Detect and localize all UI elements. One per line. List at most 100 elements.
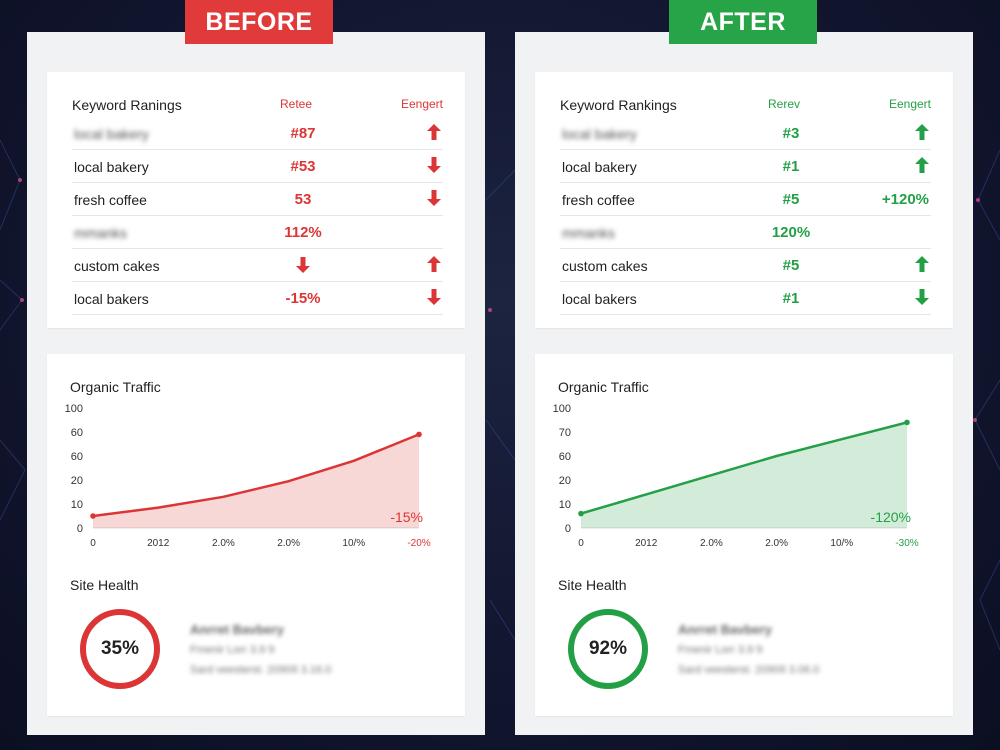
y-tick-label: 0 [565,523,571,535]
down-arrow-icon [915,289,929,305]
x-tick-label: 2.0% [765,538,788,549]
y-tick-label: 10 [71,499,83,511]
keyword-cell: local bakery [562,159,637,175]
down-arrow-icon [427,289,441,305]
site-health-value: 92% [588,638,628,659]
keyword-cell: custom cakes [562,258,648,274]
blurred-line: Fmenir Lorr 3.9 9 [190,644,275,656]
data-point [904,419,910,426]
table-row: fresh coffee #5 +120% [560,183,931,216]
x-tick-label: -30% [895,538,918,549]
change-cell [915,256,929,272]
keyword-cell: local bakers [562,291,637,307]
before-banner: BEFORE [185,0,333,44]
keyword-rankings-card: Keyword Rankings Rerev Eengert local bak… [535,72,953,328]
change-cell [915,157,929,173]
table-row: local bakers -15% [72,282,443,315]
gauge-ring [80,609,160,689]
change-cell [427,124,441,140]
after-banner: AFTER [669,0,817,44]
blurred-business-info: Anrret Bavbery Fmenir Lorr 3.9 9 Sard ve… [190,620,331,680]
up-arrow-icon [427,124,441,140]
blurred-business-info: Anrret Bavbery Fmenir Lorr 3.9 9 Sard ve… [678,620,819,680]
rank-cell: 120% [771,224,811,241]
x-tick-label: 2.0% [700,538,723,549]
change-cell [915,124,929,140]
x-tick-label: 10/% [342,538,365,549]
y-tick-label: 60 [71,451,83,463]
rank-cell: 53 [294,191,312,208]
x-tick-label: 2.0% [277,538,300,549]
change-cell [915,289,929,305]
traffic-line [92,433,420,518]
keyword-cell: fresh coffee [74,192,147,208]
x-tick-label: 0 [578,538,584,549]
up-arrow-icon [915,256,929,272]
y-tick-label: 60 [71,427,83,439]
keyword-rankings-card: Keyword Ranings Retee Eengert local bake… [47,72,465,328]
site-health-value: 35% [100,638,140,659]
keyword-cell: local bakery [74,126,149,142]
up-arrow-icon [427,256,441,272]
keyword-table-header: Keyword Rankings Rerev Eengert [560,97,931,115]
keyword-table-title: Keyword Ranings [72,97,182,113]
change-cell [427,256,441,272]
y-tick-label: 100 [65,403,83,415]
traffic-area [93,434,419,528]
table-row: mmanks 112% [72,216,443,249]
keyword-cell: local bakers [74,291,149,307]
keyword-rows: local bakery #87 local bakery #53 fresh coff… [72,117,443,315]
site-health-gauge [80,609,160,689]
site-health-gauge [568,609,648,689]
table-row: local bakery #53 [72,150,443,183]
y-tick-label: 100 [553,403,571,415]
x-tick-label: 0 [90,538,96,549]
rank-cell: #5 [782,257,800,274]
data-point [416,431,422,438]
x-tick-label: -20% [407,538,430,549]
table-row: local bakery #1 [560,150,931,183]
blurred-line: Sard veesterst. 20909 3.16.0 [190,664,332,676]
column-header-rank: Rerev [768,97,801,111]
table-row: local bakers #1 [560,282,931,315]
blurred-line: Anrret Bavbery [678,622,772,637]
rank-cell: #87 [290,125,316,142]
y-tick-label: 60 [559,451,571,463]
change-cell: +120% [881,191,929,208]
rank-cell [268,257,338,277]
gauge-ring [568,609,648,689]
x-tick-label: 2.0% [212,538,235,549]
table-row: local bakery #3 [560,117,931,150]
x-tick-label: 10/% [830,538,853,549]
rank-cell: #53 [290,158,316,175]
y-tick-label: 10 [559,499,571,511]
keyword-cell: local bakery [74,159,149,175]
table-row: custom cakes #5 [560,249,931,282]
data-point [90,513,96,519]
traffic-change-annotation: -120% [871,509,911,525]
keyword-table-title: Keyword Rankings [560,97,677,113]
x-tick-label: 2012 [635,538,658,549]
y-tick-label: 70 [559,427,571,439]
y-tick-label: 20 [559,475,571,487]
blurred-line: Sard veesterst. 20909 3.06.0 [678,664,820,676]
blurred-line: Fmenir Lorr 3.9 9 [678,644,763,656]
keyword-cell: local bakery [562,126,637,142]
down-arrow-icon [427,157,441,173]
rank-cell: #1 [782,158,800,175]
x-tick-label: 2012 [147,538,170,549]
column-header-rank: Retee [280,97,313,111]
column-header-change: Eengert [888,97,931,111]
rank-cell: #5 [782,191,800,208]
keyword-cell: mmanks [74,225,127,241]
change-cell [427,190,441,206]
site-health-title: Site Health [70,577,139,593]
table-row: fresh coffee 53 [72,183,443,216]
up-arrow-icon [915,124,929,140]
y-tick-label: 0 [77,523,83,535]
change-cell [427,289,441,305]
traffic-card: Organic Traffic 100 70 60 20 10 0 0 2012 2.0% 2.0… [535,354,953,716]
keyword-cell: custom cakes [74,258,160,274]
